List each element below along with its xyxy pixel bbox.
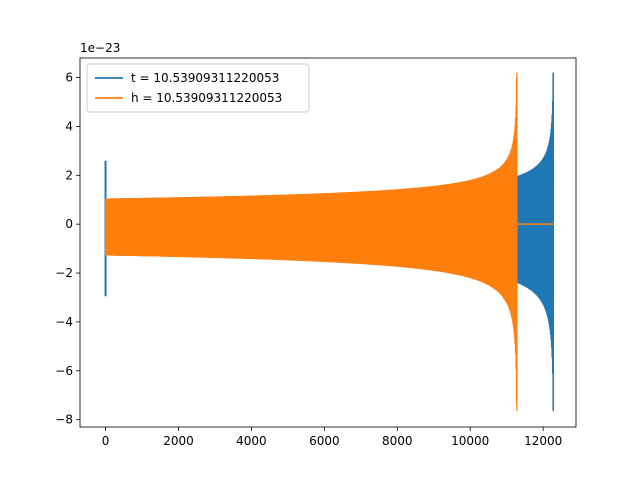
legend: t = 10.53909311220053 h = 10.539093112200… [86, 63, 310, 113]
legend-label-h: h = 10.53909311220053 [131, 91, 282, 105]
plot-area [104, 72, 554, 412]
series-h [104, 72, 554, 412]
series-line-h [104, 72, 518, 412]
y-tick-label: 2 [65, 168, 73, 182]
x-tick-label: 8000 [382, 434, 413, 448]
y-tick-label: 6 [65, 71, 73, 85]
x-tick-label: 4000 [236, 434, 267, 448]
legend-label-t: t = 10.53909311220053 [131, 71, 279, 85]
legend-box [86, 63, 310, 113]
x-tick-label: 10000 [451, 434, 489, 448]
y-axis-offset-label: 1e−23 [80, 41, 120, 55]
y-tick-label: 4 [65, 119, 73, 133]
x-axis-ticks: 0 2000 4000 6000 8000 10000 12000 [102, 427, 562, 448]
x-tick-label: 6000 [309, 434, 340, 448]
y-tick-label: −2 [55, 266, 73, 280]
x-tick-label: 12000 [524, 434, 562, 448]
y-tick-label: −8 [55, 413, 73, 427]
x-tick-label: 0 [102, 434, 110, 448]
axes-frame [79, 57, 577, 428]
y-tick-label: 0 [65, 217, 73, 231]
x-tick-label: 2000 [163, 434, 194, 448]
y-tick-label: −4 [55, 315, 73, 329]
y-axis-ticks: −8 −6 −4 −2 0 2 4 6 [55, 71, 80, 427]
y-tick-label: −6 [55, 364, 73, 378]
